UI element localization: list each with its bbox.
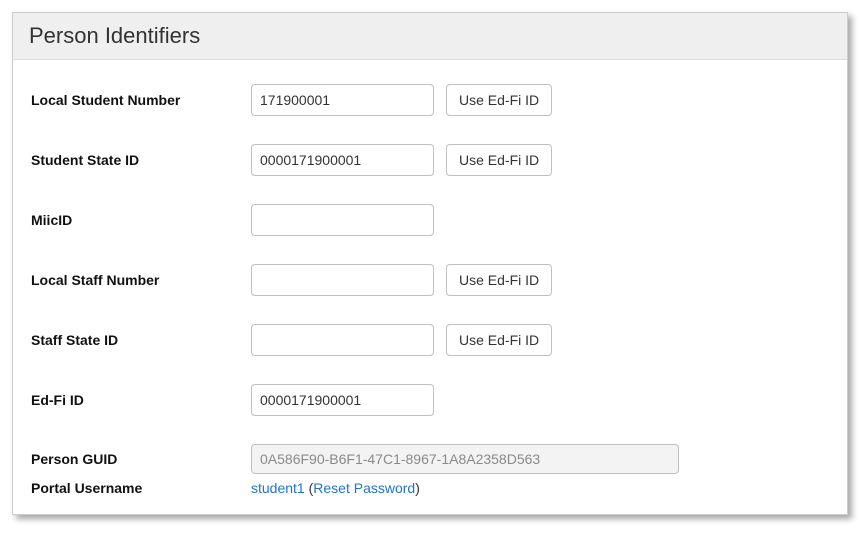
row-staff-state-id: Staff State ID Use Ed-Fi ID (31, 324, 829, 356)
input-local-student-number[interactable] (251, 84, 434, 116)
row-local-staff-number: Local Staff Number Use Ed-Fi ID (31, 264, 829, 296)
row-person-guid: Person GUID (31, 444, 829, 474)
label-local-staff-number: Local Staff Number (31, 272, 251, 288)
panel-title: Person Identifiers (13, 13, 847, 60)
row-miic-id: MiicID (31, 204, 829, 236)
label-person-guid: Person GUID (31, 451, 251, 467)
input-miic-id[interactable] (251, 204, 434, 236)
input-edfi-id[interactable] (251, 384, 434, 416)
input-local-staff-number[interactable] (251, 264, 434, 296)
label-edfi-id: Ed-Fi ID (31, 392, 251, 408)
person-identifiers-panel: Person Identifiers Local Student Number … (12, 12, 848, 515)
input-staff-state-id[interactable] (251, 324, 434, 356)
reset-password-link[interactable]: Reset Password (313, 480, 415, 496)
open-paren: ( (305, 480, 314, 496)
label-local-student-number: Local Student Number (31, 92, 251, 108)
use-edfi-id-button-staff-state[interactable]: Use Ed-Fi ID (446, 324, 552, 356)
use-edfi-id-button-local-staff[interactable]: Use Ed-Fi ID (446, 264, 552, 296)
portal-username-link[interactable]: student1 (251, 480, 305, 496)
label-student-state-id: Student State ID (31, 152, 251, 168)
label-portal-username: Portal Username (31, 480, 251, 496)
label-staff-state-id: Staff State ID (31, 332, 251, 348)
use-edfi-id-button-local-student[interactable]: Use Ed-Fi ID (446, 84, 552, 116)
label-miic-id: MiicID (31, 212, 251, 228)
row-local-student-number: Local Student Number Use Ed-Fi ID (31, 84, 829, 116)
input-student-state-id[interactable] (251, 144, 434, 176)
close-paren: ) (415, 480, 420, 496)
input-person-guid (251, 444, 679, 474)
use-edfi-id-button-student-state[interactable]: Use Ed-Fi ID (446, 144, 552, 176)
portal-username-value: student1 (Reset Password) (251, 480, 420, 496)
row-edfi-id: Ed-Fi ID (31, 384, 829, 416)
panel-body: Local Student Number Use Ed-Fi ID Studen… (13, 60, 847, 514)
row-portal-username: Portal Username student1 (Reset Password… (31, 480, 829, 496)
row-student-state-id: Student State ID Use Ed-Fi ID (31, 144, 829, 176)
